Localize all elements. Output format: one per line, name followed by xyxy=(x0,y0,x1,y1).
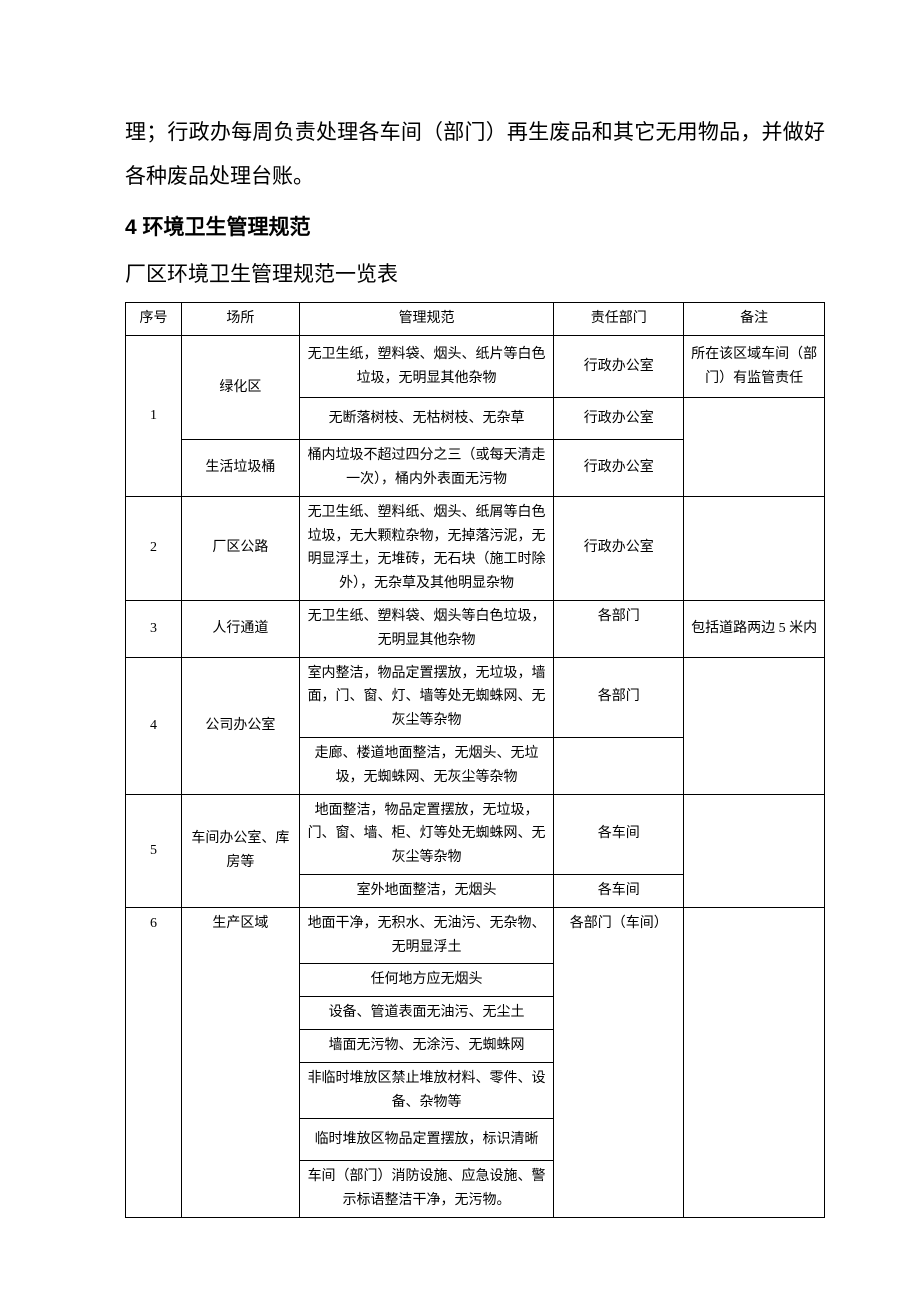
cell-note xyxy=(684,496,825,600)
cell-spec: 车间（部门）消防设施、应急设施、警示标语整洁干净，无污物。 xyxy=(299,1161,554,1218)
cell-spec: 走廊、楼道地面整洁，无烟头、无垃圾，无蜘蛛网、无灰尘等杂物 xyxy=(299,737,554,794)
cell-note: 所在该区域车间（部门）有监管责任 xyxy=(684,336,825,398)
table-row: 1 绿化区 无卫生纸，塑料袋、烟头、纸片等白色垃圾，无明显其他杂物 行政办公室 … xyxy=(126,336,825,398)
table-row: 3 人行通道 无卫生纸、塑料袋、烟头等白色垃圾，无明显其他杂物 各部门 包括道路… xyxy=(126,600,825,657)
cell-place: 厂区公路 xyxy=(181,496,299,600)
table-row: 2 厂区公路 无卫生纸、塑料纸、烟头、纸屑等白色垃圾，无大颗粒杂物，无掉落污泥，… xyxy=(126,496,825,600)
th-dept: 责任部门 xyxy=(554,303,684,336)
table-row: 5 车间办公室、库房等 地面整洁，物品定置摆放，无垃圾，门、窗、墙、柜、灯等处无… xyxy=(126,794,825,874)
cell-spec: 地面整洁，物品定置摆放，无垃圾，门、窗、墙、柜、灯等处无蜘蛛网、无灰尘等杂物 xyxy=(299,794,554,874)
cell-seq: 4 xyxy=(126,657,182,794)
cell-dept: 行政办公室 xyxy=(554,398,684,440)
cell-dept: 各部门（车间） xyxy=(554,907,684,1217)
cell-dept: 各部门 xyxy=(554,600,684,657)
cell-spec: 桶内垃圾不超过四分之三（或每天清走一次），桶内外表面无污物 xyxy=(299,440,554,497)
cell-spec: 无断落树枝、无枯树枝、无杂草 xyxy=(299,398,554,440)
table-subtitle: 厂区环境卫生管理规范一览表 xyxy=(125,252,825,296)
cell-spec: 设备、管道表面无油污、无尘土 xyxy=(299,997,554,1030)
cell-spec: 无卫生纸、塑料纸、烟头、纸屑等白色垃圾，无大颗粒杂物，无掉落污泥，无明显浮土，无… xyxy=(299,496,554,600)
section-heading-4: 4 环境卫生管理规范 xyxy=(125,206,825,250)
cell-seq: 2 xyxy=(126,496,182,600)
cell-note xyxy=(684,794,825,907)
th-note: 备注 xyxy=(684,303,825,336)
cell-note xyxy=(684,907,825,1217)
sanitation-table: 序号 场所 管理规范 责任部门 备注 1 绿化区 无卫生纸，塑料袋、烟头、纸片等… xyxy=(125,302,825,1218)
body-paragraph: 理；行政办每周负责处理各车间（部门）再生废品和其它无用物品，并做好各种废品处理台… xyxy=(125,110,825,198)
cell-dept: 各车间 xyxy=(554,794,684,874)
cell-spec: 无卫生纸、塑料袋、烟头等白色垃圾，无明显其他杂物 xyxy=(299,600,554,657)
cell-seq: 3 xyxy=(126,600,182,657)
cell-spec: 地面干净，无积水、无油污、无杂物、无明显浮土 xyxy=(299,907,554,964)
cell-note: 包括道路两边 5 米内 xyxy=(684,600,825,657)
cell-place: 公司办公室 xyxy=(181,657,299,794)
cell-spec: 室内整洁，物品定置摆放，无垃圾，墙面，门、窗、灯、墙等处无蜘蛛网、无灰尘等杂物 xyxy=(299,657,554,737)
table-row: 4 公司办公室 室内整洁，物品定置摆放，无垃圾，墙面，门、窗、灯、墙等处无蜘蛛网… xyxy=(126,657,825,737)
table-header-row: 序号 场所 管理规范 责任部门 备注 xyxy=(126,303,825,336)
cell-spec: 临时堆放区物品定置摆放，标识清晰 xyxy=(299,1119,554,1161)
cell-spec: 非临时堆放区禁止堆放材料、零件、设备、杂物等 xyxy=(299,1062,554,1119)
cell-dept: 行政办公室 xyxy=(554,440,684,497)
cell-place: 生产区域 xyxy=(181,907,299,1217)
cell-spec: 任何地方应无烟头 xyxy=(299,964,554,997)
cell-spec: 室外地面整洁，无烟头 xyxy=(299,874,554,907)
cell-place: 生活垃圾桶 xyxy=(181,440,299,497)
cell-dept: 各车间 xyxy=(554,874,684,907)
cell-dept: 各部门 xyxy=(554,657,684,737)
cell-dept: 行政办公室 xyxy=(554,496,684,600)
th-seq: 序号 xyxy=(126,303,182,336)
cell-note xyxy=(684,398,825,497)
cell-seq: 5 xyxy=(126,794,182,907)
th-spec: 管理规范 xyxy=(299,303,554,336)
cell-dept: 行政办公室 xyxy=(554,336,684,398)
cell-note xyxy=(684,657,825,794)
cell-place: 车间办公室、库房等 xyxy=(181,794,299,907)
cell-spec: 墙面无污物、无涂污、无蜘蛛网 xyxy=(299,1029,554,1062)
cell-seq: 6 xyxy=(126,907,182,1217)
cell-place: 人行通道 xyxy=(181,600,299,657)
cell-place: 绿化区 xyxy=(181,336,299,440)
cell-spec: 无卫生纸，塑料袋、烟头、纸片等白色垃圾，无明显其他杂物 xyxy=(299,336,554,398)
cell-seq: 1 xyxy=(126,336,182,497)
th-place: 场所 xyxy=(181,303,299,336)
table-row: 6 生产区域 地面干净，无积水、无油污、无杂物、无明显浮土 各部门（车间） xyxy=(126,907,825,964)
cell-dept xyxy=(554,737,684,794)
